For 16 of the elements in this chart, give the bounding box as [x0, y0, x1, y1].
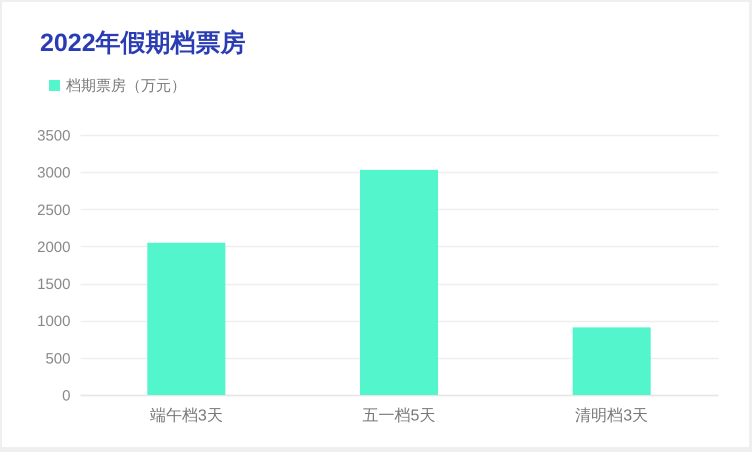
y-tick-label: 1000	[37, 313, 70, 330]
y-tick-label: 500	[45, 350, 70, 368]
y-tick-label: 1500	[37, 276, 70, 294]
x-tick-label: 端午档3天	[150, 406, 223, 424]
bar	[360, 170, 438, 395]
x-tick-label: 五一档5天	[362, 406, 436, 424]
chart-title: 2022年假期档票房	[40, 29, 246, 57]
y-tick-label: 3000	[37, 164, 70, 182]
legend-label: 档期票房（万元）	[65, 78, 186, 94]
y-tick-label: 3500	[37, 128, 70, 144]
y-tick-label: 0	[62, 388, 70, 404]
bar	[572, 327, 651, 395]
x-tick-label: 清明档3天	[575, 406, 648, 424]
bar	[147, 242, 226, 395]
y-tick-label: 2000	[37, 238, 70, 256]
y-tick-label: 2500	[37, 202, 70, 219]
